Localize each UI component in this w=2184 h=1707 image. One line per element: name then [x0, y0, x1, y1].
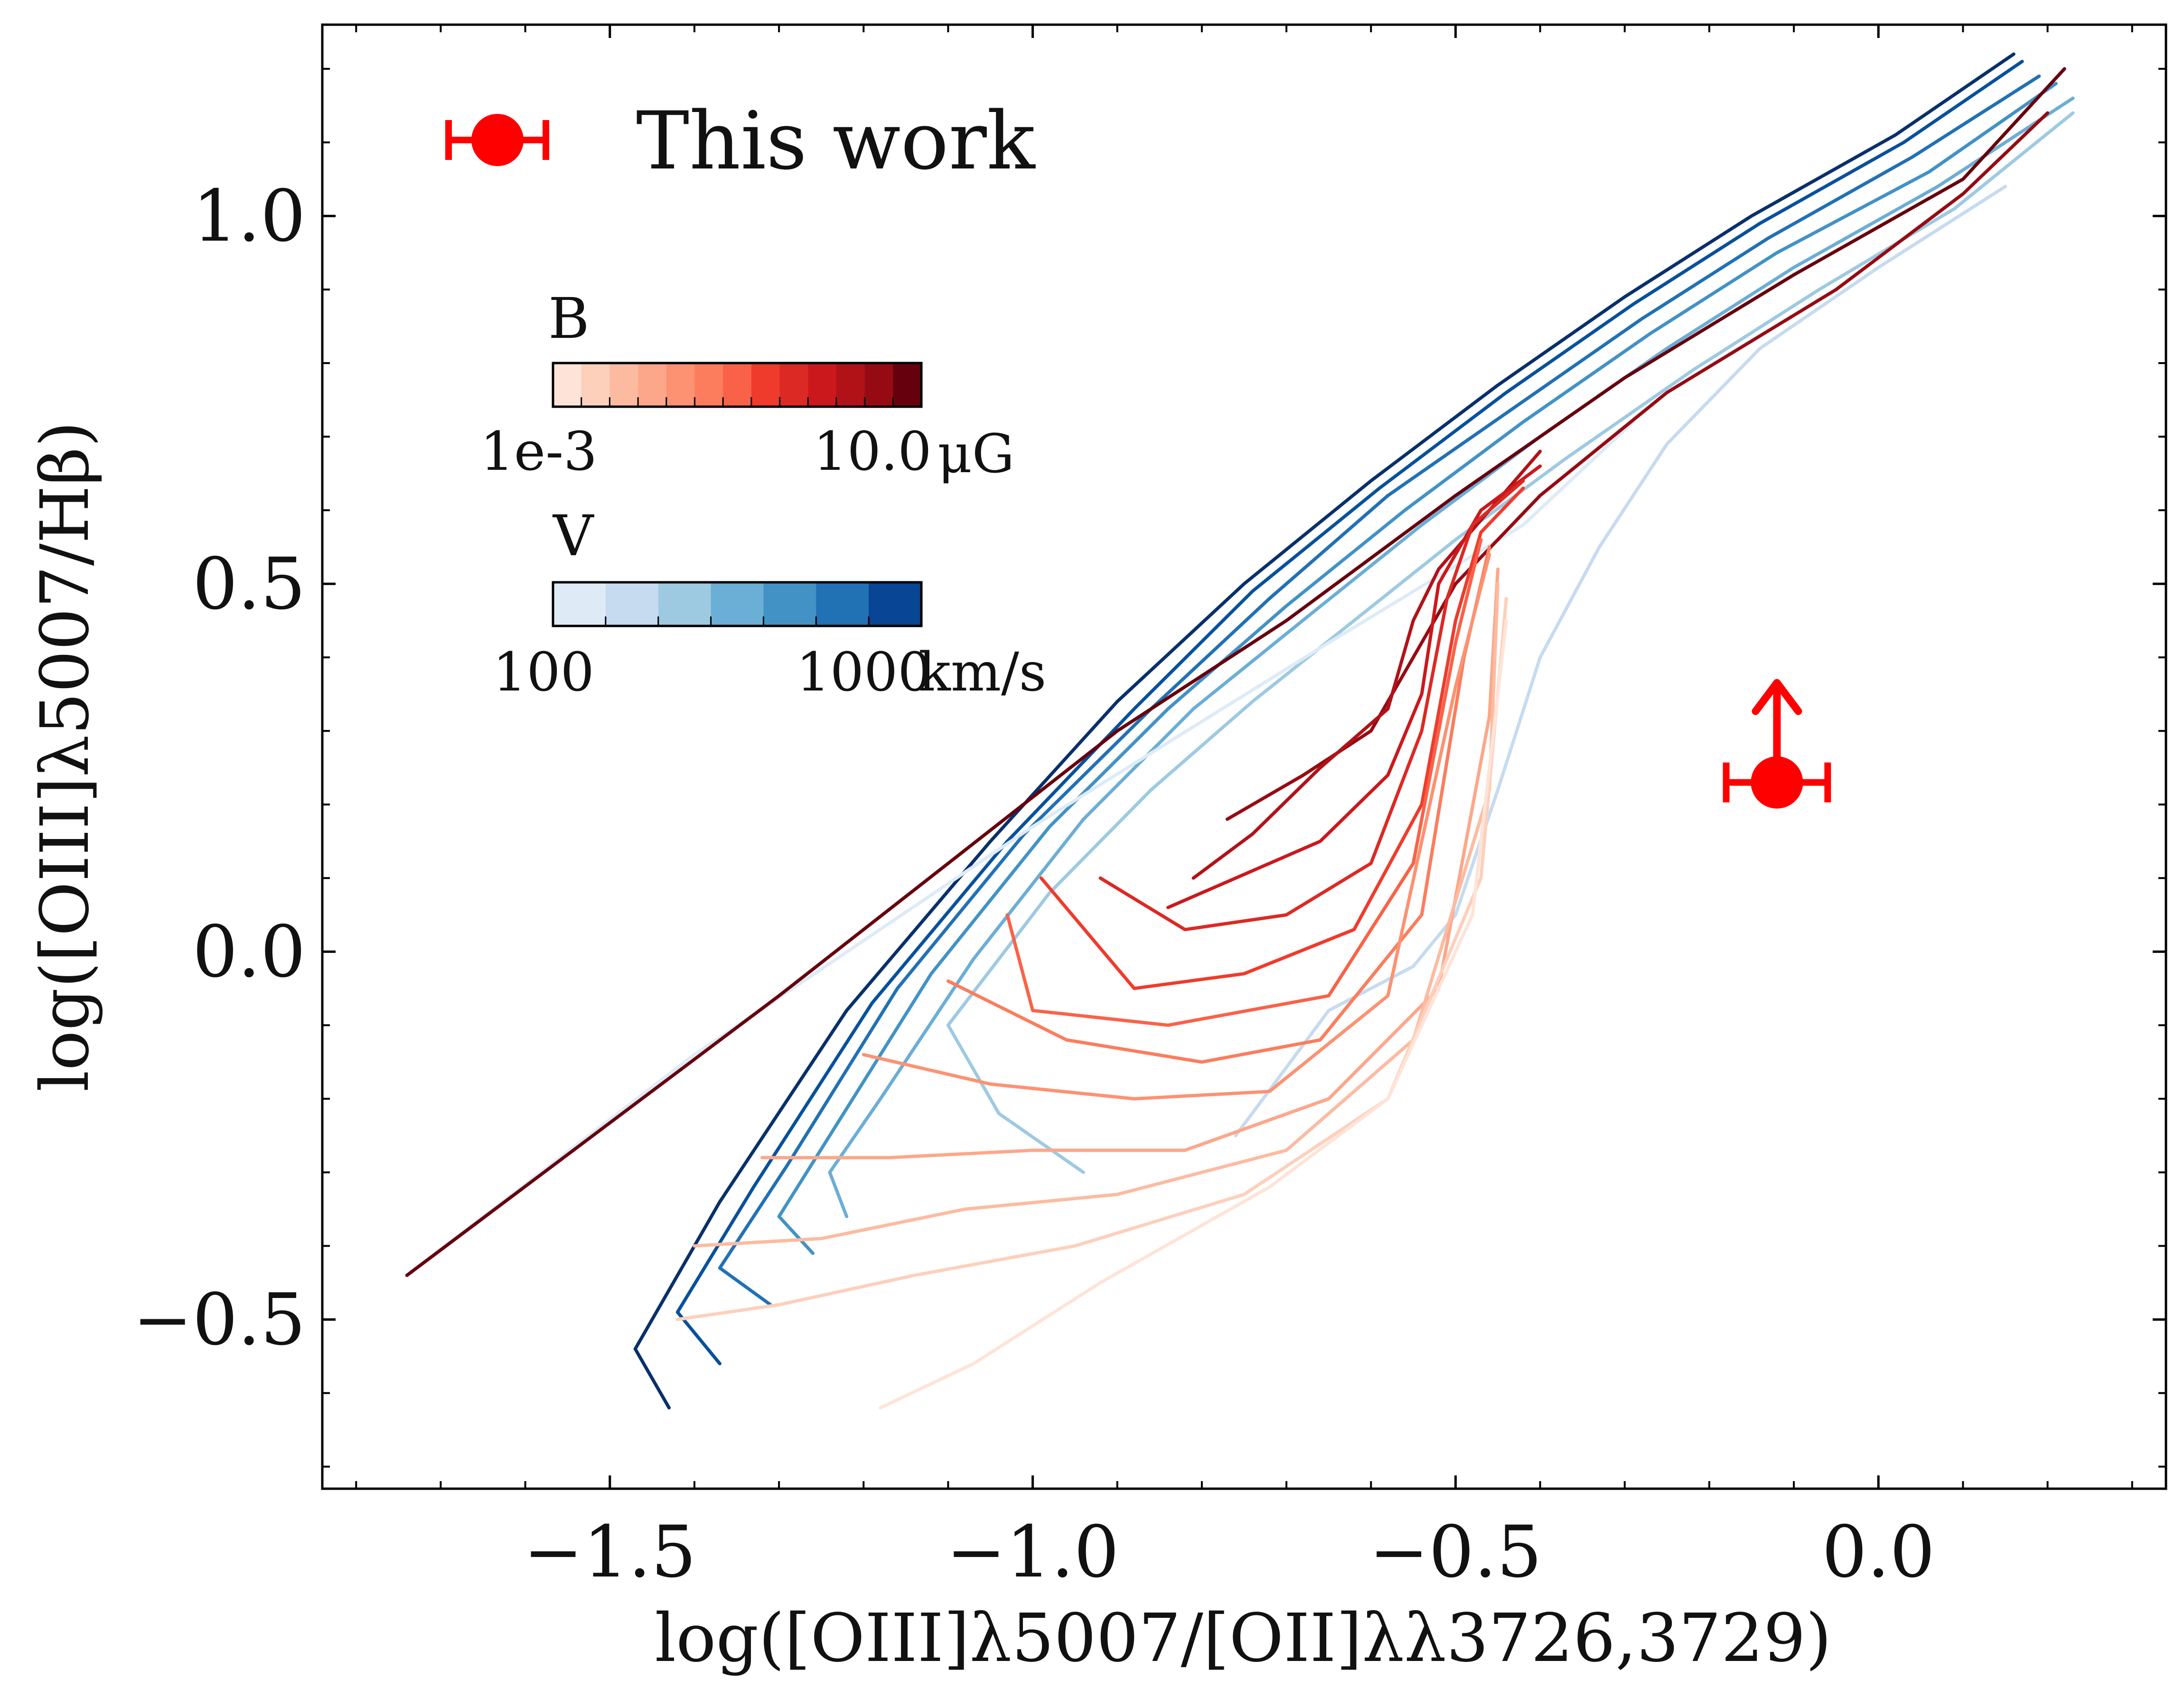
y-axis-title: log([OIII]λ5007/Hβ): [27, 421, 104, 1091]
x-tick-label: −0.5: [1369, 1511, 1542, 1594]
magnetic-field-track-line-16: [862, 552, 1491, 1101]
colorbar-cell: [816, 582, 869, 626]
colorbar-b: B 1e-3 10.0 μG: [480, 286, 1015, 485]
colorbar-cell: [694, 363, 723, 407]
magnetic-field-track-line-13: [1039, 486, 1525, 990]
magnetic-field-track-line-12: [1098, 479, 1525, 932]
magnetic-field-track-line-20: [879, 619, 1508, 1409]
observation-layer: [1723, 679, 1831, 809]
colorbar-b-unit: μG: [937, 423, 1014, 485]
colorbar-cell: [763, 582, 816, 626]
colorbar-v: V 100 1000 km/s: [493, 503, 1046, 703]
colorbar-cell: [553, 582, 606, 626]
velocity-track-line-0: [633, 52, 2015, 1409]
magnetic-field-track-line-8: [405, 67, 2066, 1277]
colorbar-cell: [836, 363, 865, 407]
colorbar-b-frame: [552, 362, 923, 408]
colorbar-cell: [658, 582, 712, 626]
colorbar-v-frame: [552, 581, 923, 627]
colorbar-cell: [609, 363, 638, 407]
colorbar-cell: [808, 363, 837, 407]
y-tick-label: 0.0: [192, 911, 306, 993]
velocity-track-line-7: [405, 420, 1635, 1277]
legend: This work: [445, 94, 1036, 187]
colorbar-cell: [711, 582, 764, 626]
colorbar-v-unit: km/s: [919, 642, 1046, 703]
y-tick-label: 1.0: [192, 175, 306, 258]
colorbar-b-label-left: 1e-3: [480, 421, 598, 483]
observation-lower-limit-arrow-head: [1752, 679, 1802, 715]
legend-marker-circle: [471, 114, 524, 166]
colorbar-cell: [723, 363, 752, 407]
magnetic-field-track-line-19: [675, 597, 1508, 1321]
colorbar-v-title: V: [552, 503, 594, 569]
colorbar-cell: [605, 582, 659, 626]
colorbar-cell: [779, 363, 808, 407]
velocity-track-line-4: [828, 96, 2075, 1218]
colorbar-cell: [581, 363, 610, 407]
colorbar-cell: [864, 363, 893, 407]
colorbar-b-label-right: 10.0: [813, 421, 931, 483]
observation-point: [1751, 756, 1803, 809]
magnetic-field-track-line-10: [1191, 449, 1542, 880]
magnetic-field-track-line-17: [760, 567, 1500, 1159]
x-tick-label: −1.5: [524, 1511, 696, 1594]
velocity-track-line-2: [718, 75, 2041, 1306]
colorbar-cell: [638, 363, 667, 407]
y-tick-label: 0.5: [192, 543, 306, 625]
velocity-track-line-3: [777, 82, 2058, 1255]
magnetic-field-track-line-14: [1005, 538, 1483, 1027]
ticks-layer: −1.5 −1.0 −0.5 0.0 −0.5 0.0 0.5 1.0: [133, 25, 2166, 1594]
colorbar-cell: [869, 582, 922, 626]
colorbar-b-title: B: [548, 286, 590, 351]
colorbar-cell: [893, 363, 922, 407]
velocity-track-line-5: [946, 111, 2075, 1174]
x-tick-label: −1.0: [946, 1511, 1119, 1594]
colorbar-cell: [751, 363, 780, 407]
colorbar-cell: [553, 363, 582, 407]
colorbar-v-label-left: 100: [493, 642, 594, 703]
x-axis-title: log([OIII]λ5007/[OII]λλ3726,3729): [655, 1600, 1831, 1677]
series-layer: [405, 52, 2075, 1409]
colorbar-cell: [666, 363, 695, 407]
velocity-track-line-6: [1234, 185, 2007, 1138]
plot-frame: [321, 23, 2167, 1490]
x-tick-label: 0.0: [1822, 1511, 1935, 1594]
legend-label: This work: [636, 94, 1036, 187]
colorbar-v-label-right: 1000: [796, 642, 931, 703]
y-tick-label: −0.5: [133, 1278, 306, 1361]
velocity-track-line-1: [675, 60, 2024, 1365]
colorbar-b-cells: [553, 363, 922, 407]
colorbar-v-cells: [553, 582, 922, 626]
magnetic-field-track-line-18: [693, 582, 1500, 1248]
